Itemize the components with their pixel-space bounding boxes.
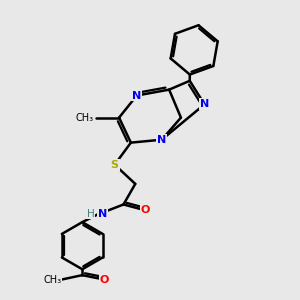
Text: O: O (100, 274, 109, 285)
Text: CH₃: CH₃ (76, 112, 94, 123)
Text: S: S (111, 160, 119, 170)
Text: CH₃: CH₃ (44, 274, 62, 285)
Text: O: O (141, 206, 150, 215)
Text: N: N (132, 91, 141, 100)
Text: N: N (98, 208, 107, 219)
Text: H: H (87, 208, 94, 219)
Text: N: N (157, 135, 167, 145)
Text: N: N (200, 99, 209, 110)
